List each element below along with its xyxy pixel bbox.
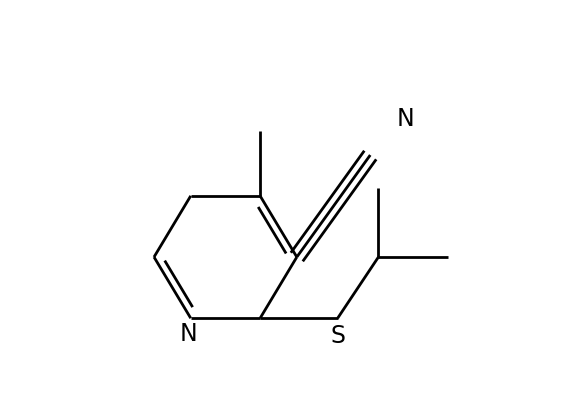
Text: S: S xyxy=(330,324,345,348)
Text: N: N xyxy=(180,322,197,346)
Text: N: N xyxy=(397,106,415,131)
